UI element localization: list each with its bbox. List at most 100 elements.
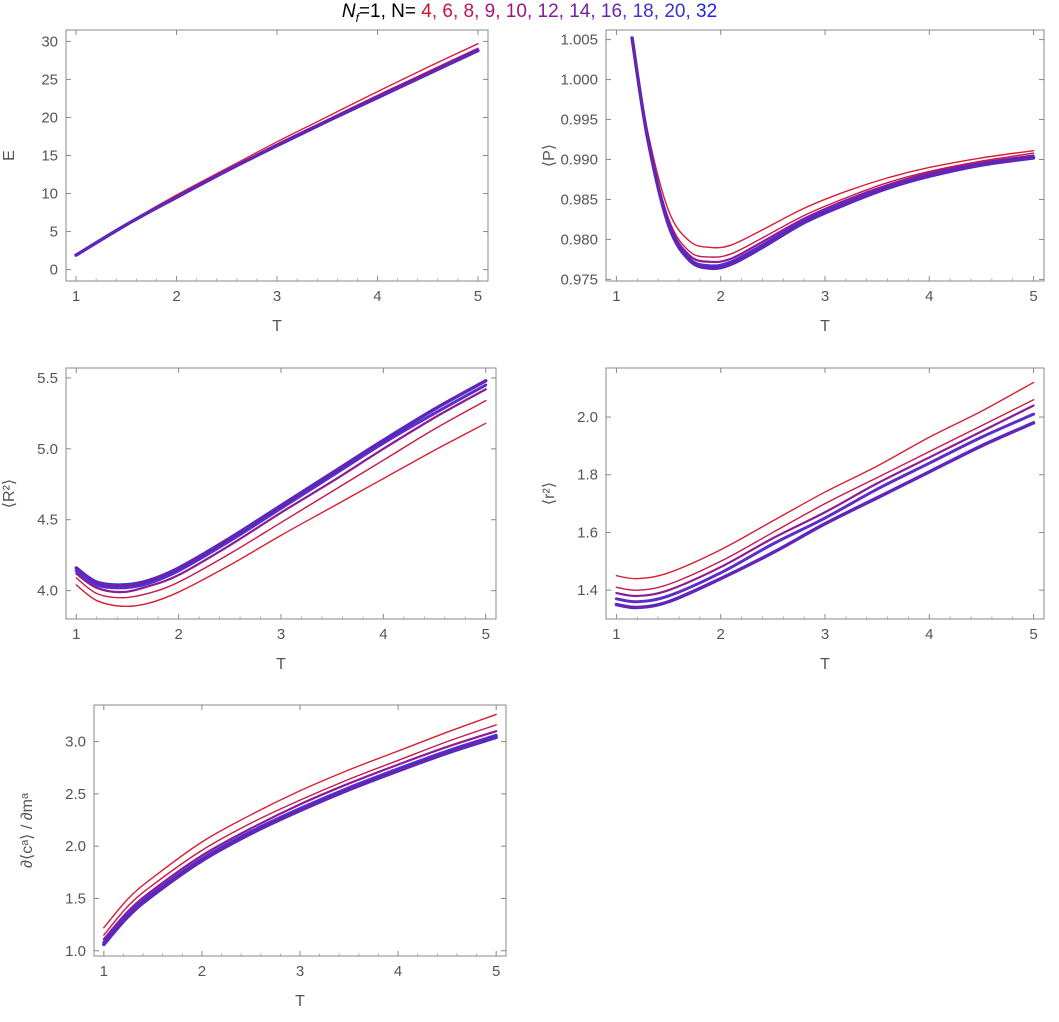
x-tick-label: 2 xyxy=(198,963,206,980)
series-line-5 xyxy=(102,735,498,947)
chart-panel-3: 1 2 3 4 5 4.0 4.5 5.0 5.5 T ⟨R²⟩ xyxy=(1,367,497,673)
n-separator: , xyxy=(431,1,443,22)
x-tick-label: 2 xyxy=(174,626,182,643)
y-tick-label: 0.990 xyxy=(560,151,598,168)
series-line-1 xyxy=(631,37,1035,249)
series-line-2 xyxy=(615,399,1035,591)
chart-panel-1: 1 2 3 4 5 0 5 10 15 20 25 30 T E xyxy=(1,29,489,335)
plot-frame xyxy=(65,29,489,282)
x-tick-label: 1 xyxy=(612,626,620,643)
y-axis-label: ⟨r²⟩ xyxy=(541,482,558,505)
y-axis-label: ⟨P⟩ xyxy=(541,144,558,167)
n-separator: , xyxy=(558,1,570,22)
y-tick-label: 1.0 xyxy=(65,943,86,960)
x-tick-label: 2 xyxy=(717,626,725,643)
series-overlap-line xyxy=(631,37,1034,269)
x-axis-label: T xyxy=(276,656,286,673)
series-line-3 xyxy=(615,404,1035,598)
x-axis-label: T xyxy=(272,318,282,335)
n-separator: , xyxy=(653,1,665,22)
y-tick-label: 30 xyxy=(41,33,58,50)
series-line-4 xyxy=(614,412,1036,604)
x-tick-label: 5 xyxy=(474,288,482,305)
series-line-5 xyxy=(74,379,488,587)
n-separator: , xyxy=(685,1,697,22)
series-overlap-line xyxy=(75,50,479,256)
x-axis-label: T xyxy=(820,656,830,673)
series-line-1 xyxy=(103,713,497,929)
series-line-3 xyxy=(630,36,1035,264)
n-separator: , xyxy=(495,1,506,22)
chart-panel-5: 1 2 3 4 5 1.0 1.5 2.0 2.5 3.0 T ∂⟨cᵃ⟩ / ∂mᵃ xyxy=(19,704,507,1010)
x-tick-label: 2 xyxy=(172,288,180,305)
chart-panel-2: 1 2 3 4 5 0.975 0.980 0.985 0.990 0.995 1.000 1.005… xyxy=(541,29,1045,335)
x-tick-label: 1 xyxy=(100,963,108,980)
series-line-4 xyxy=(630,36,1036,268)
y-tick-label: 4.5 xyxy=(37,512,58,529)
series-line-1 xyxy=(75,42,479,256)
series-line-2 xyxy=(631,37,1035,258)
series-line-4 xyxy=(74,48,480,257)
n-value-4: 4 xyxy=(421,1,432,22)
y-tick-label: 5.0 xyxy=(37,441,58,458)
series-line-1 xyxy=(75,422,487,608)
n-value-18: 18 xyxy=(632,1,654,22)
n-separator: , xyxy=(452,1,464,22)
series-overlap-line xyxy=(616,422,1034,608)
y-tick-label: 0.975 xyxy=(560,271,598,288)
series-line-2 xyxy=(75,399,487,599)
y-tick-label: 0.985 xyxy=(560,191,598,208)
y-tick-label: 25 xyxy=(41,71,58,88)
y-tick-label: 1.005 xyxy=(560,32,598,49)
x-tick-label: 4 xyxy=(379,626,387,643)
x-tick-label: 4 xyxy=(373,288,381,305)
plot-frame xyxy=(605,29,1045,282)
plot-frame xyxy=(65,367,497,620)
n-separator: , xyxy=(590,1,601,22)
n-value-16: 16 xyxy=(600,1,623,22)
n-value-20: 20 xyxy=(664,1,686,22)
n-separator: , xyxy=(622,1,633,22)
x-tick-label: 3 xyxy=(296,963,304,980)
n-value-10: 10 xyxy=(505,1,527,22)
y-tick-label: 0 xyxy=(50,262,58,279)
x-tick-label: 3 xyxy=(273,288,281,305)
n-value-6: 6 xyxy=(442,1,453,22)
y-tick-label: 1.8 xyxy=(577,467,598,484)
x-tick-label: 5 xyxy=(1029,626,1037,643)
y-tick-label: 4.0 xyxy=(37,583,58,600)
series-line-2 xyxy=(103,724,497,936)
y-tick-label: 0.995 xyxy=(560,112,598,129)
x-tick-label: 3 xyxy=(821,288,829,305)
x-tick-label: 3 xyxy=(821,626,829,643)
y-tick-label: 2.0 xyxy=(65,838,86,855)
y-tick-label: 3.0 xyxy=(65,734,86,751)
series-overlap-line xyxy=(75,380,487,586)
x-tick-label: 1 xyxy=(612,288,620,305)
x-axis-label: T xyxy=(295,993,305,1010)
n-value-9: 9 xyxy=(484,1,496,22)
x-tick-label: 4 xyxy=(394,963,402,980)
plot-frame xyxy=(605,367,1045,620)
y-tick-label: 15 xyxy=(41,148,58,165)
x-tick-label: 2 xyxy=(717,288,725,305)
n-value-list: 4, 6, 8, 9, 10, 12, 14, 16, 18, 20, 32 xyxy=(421,1,717,22)
title-prefix-rest: =1, N= xyxy=(358,1,422,22)
x-tick-label: 5 xyxy=(1029,288,1037,305)
y-axis-label: ∂⟨cᵃ⟩ / ∂mᵃ xyxy=(19,792,36,868)
n-value-8: 8 xyxy=(463,1,475,22)
title-prefix-sub: f xyxy=(355,10,359,25)
y-tick-label: 1.6 xyxy=(577,524,598,541)
x-tick-label: 3 xyxy=(277,626,285,643)
x-tick-label: 4 xyxy=(925,288,933,305)
x-tick-label: 5 xyxy=(482,626,490,643)
y-tick-label: 0.980 xyxy=(560,231,598,248)
series-line-5 xyxy=(630,36,1036,271)
y-tick-label: 2.5 xyxy=(65,786,86,803)
y-tick-label: 20 xyxy=(41,109,58,126)
y-axis-label: ⟨R²⟩ xyxy=(1,479,18,508)
chart-panel-4: 1 2 3 4 5 1.4 1.6 1.8 2.0 T ⟨r²⟩ xyxy=(541,367,1045,673)
y-tick-label: 10 xyxy=(41,186,58,203)
n-value-12: 12 xyxy=(537,1,559,22)
